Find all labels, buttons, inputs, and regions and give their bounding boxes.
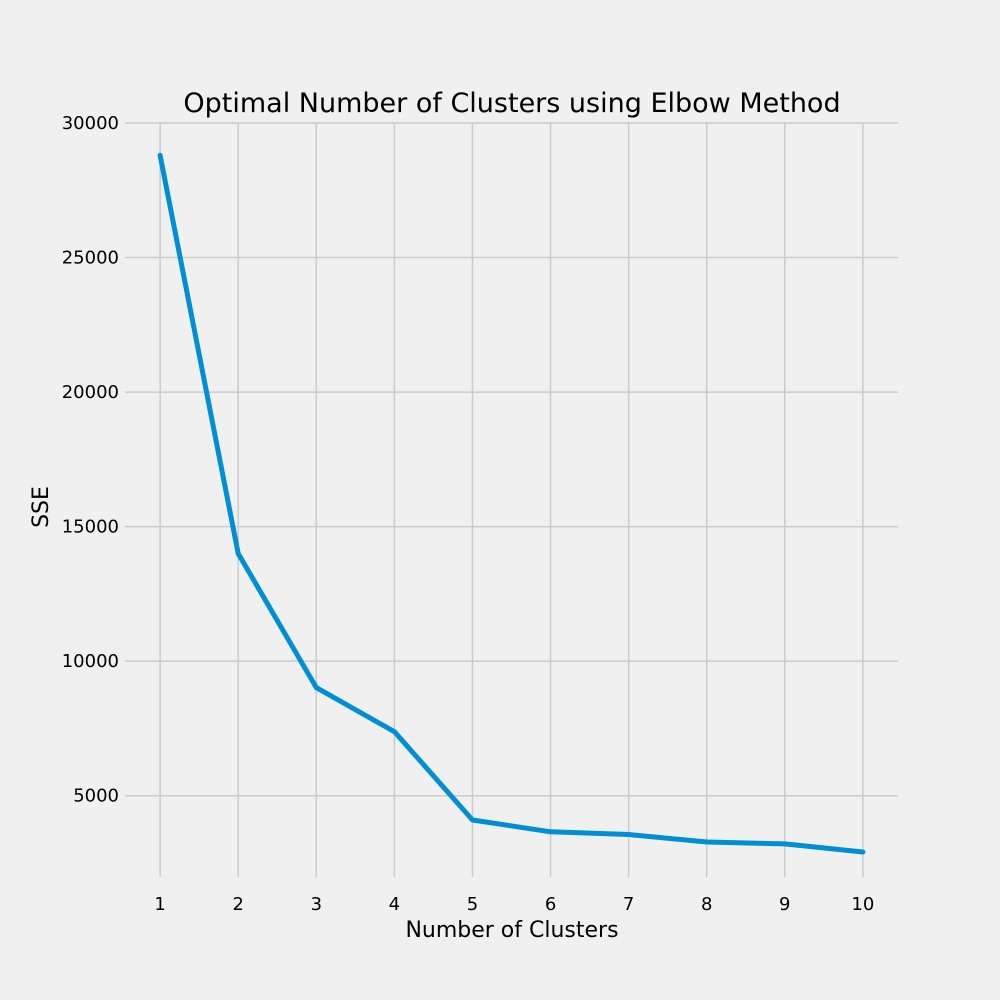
data-point — [469, 817, 475, 823]
data-point — [548, 829, 554, 835]
x-axis-label: Number of Clusters — [405, 918, 618, 943]
data-point — [782, 841, 788, 847]
data-point — [235, 551, 241, 557]
x-tick-label: 1 — [154, 894, 165, 915]
x-tick-label: 8 — [701, 894, 712, 915]
y-tick-label: 15000 — [62, 517, 119, 538]
y-tick-label: 10000 — [62, 651, 119, 672]
data-point — [391, 729, 397, 735]
y-tick-label: 5000 — [73, 786, 119, 807]
data-point — [626, 831, 632, 837]
data-point — [313, 685, 319, 691]
y-tick-label: 20000 — [62, 382, 119, 403]
y-axis-label: SSE — [29, 486, 54, 528]
chart-title: Optimal Number of Clusters using Elbow M… — [183, 88, 840, 119]
data-point — [157, 152, 163, 158]
x-tick-label: 7 — [623, 894, 634, 915]
data-point — [860, 849, 866, 855]
x-tick-label: 4 — [389, 894, 400, 915]
y-tick-label: 25000 — [62, 248, 119, 269]
y-tick-labels: 5000 10000 15000 20000 25000 30000 — [62, 113, 119, 807]
x-tick-label: 3 — [311, 894, 322, 915]
x-tick-label: 2 — [232, 894, 243, 915]
y-tick-label: 30000 — [62, 113, 119, 134]
series-line — [157, 154, 864, 855]
x-tick-label: 9 — [779, 894, 790, 915]
x-tick-label: 5 — [467, 894, 478, 915]
x-tick-label: 10 — [851, 894, 874, 915]
series-layer — [157, 152, 866, 855]
x-tick-labels: 1 2 3 4 5 6 7 8 9 10 — [154, 894, 874, 915]
grid — [125, 122, 898, 877]
x-tick-label: 6 — [545, 894, 556, 915]
data-point — [704, 839, 710, 845]
